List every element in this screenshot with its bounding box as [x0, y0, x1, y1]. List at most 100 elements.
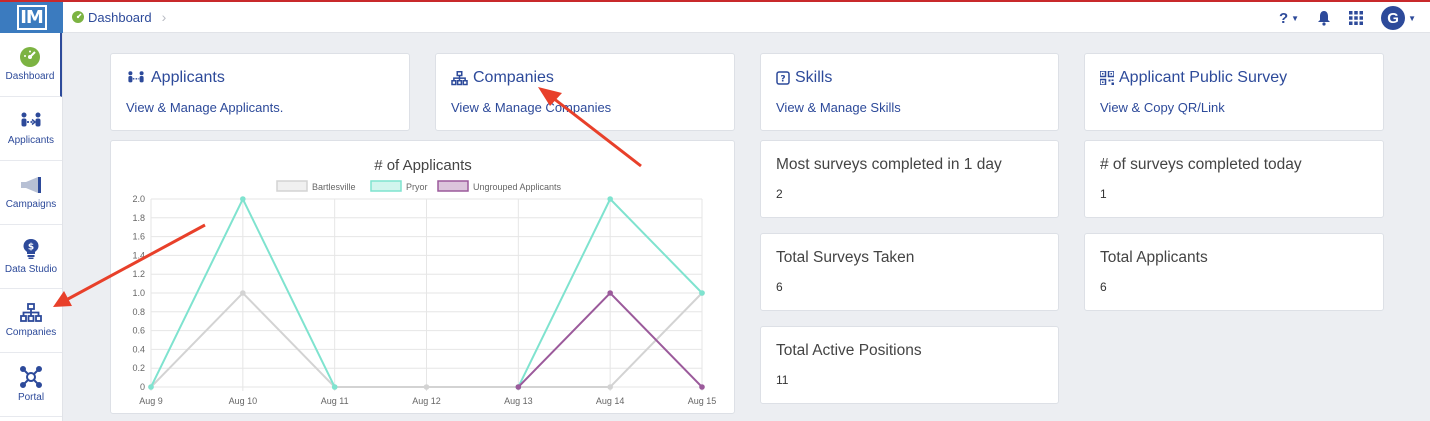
sidebar: Dashboard Applicants Campaigns $ Data St… [0, 33, 63, 421]
y-tick-label: 1.0 [132, 288, 145, 298]
svg-text:$: $ [28, 243, 34, 253]
legend-item[interactable]: Pryor [370, 180, 428, 192]
help-menu-button[interactable]: ? ▼ [1278, 9, 1300, 27]
question-square-icon: ? [776, 71, 790, 85]
sidebar-item-label: Data Studio [4, 264, 58, 275]
companies-card-title: Companies [451, 69, 554, 87]
companies-manage-link[interactable]: View & Manage Companies [451, 100, 612, 115]
surveys-today-card: # of surveys completed today 1 [1084, 140, 1384, 218]
sidebar-item-label: Portal [17, 392, 45, 403]
stat-value: 11 [776, 373, 789, 387]
y-tick-label: 0.8 [132, 307, 145, 317]
x-tick-label: Aug 11 [321, 396, 349, 406]
stat-title: # of surveys completed today [1100, 156, 1302, 173]
legend-label: Pryor [406, 182, 428, 192]
chart-grid [150, 198, 703, 391]
y-tick-label: 1.6 [132, 232, 145, 242]
stat-title: Total Surveys Taken [776, 249, 915, 266]
data-point[interactable] [423, 384, 430, 390]
survey-card[interactable]: Applicant Public Survey View & Copy QR/L… [1084, 53, 1384, 131]
legend-swatch [370, 180, 402, 192]
applicants-icon [128, 71, 144, 83]
chevron-down-icon: ▼ [1408, 13, 1416, 23]
stat-title: Most surveys completed in 1 day [776, 156, 1002, 173]
chevron-right-icon: › [161, 9, 167, 25]
org-chart-icon [451, 70, 468, 85]
skills-card-title: ? Skills [776, 69, 832, 87]
data-point[interactable] [515, 384, 522, 390]
active-positions-card: Total Active Positions 11 [760, 326, 1059, 404]
y-tick-label: 2.0 [132, 194, 145, 204]
user-menu[interactable]: G ▼ [1381, 6, 1416, 30]
top-bar: IM Dashboard › ? ▼ G ▼ [0, 0, 1430, 33]
x-tick-label: Aug 9 [139, 396, 163, 406]
total-applicants-card: Total Applicants 6 [1084, 233, 1384, 311]
sidebar-item-label: Applicants [7, 135, 55, 146]
hub-icon [20, 366, 42, 388]
applicants-card[interactable]: Applicants View & Manage Applicants. [110, 53, 410, 131]
data-point[interactable] [607, 290, 613, 296]
sidebar-item-dashboard[interactable]: Dashboard [0, 33, 62, 97]
legend-swatch [437, 180, 469, 192]
legend-label: Bartlesville [312, 182, 356, 192]
data-point[interactable] [607, 196, 613, 202]
dashboard-gauge-icon [72, 11, 84, 23]
data-point[interactable] [699, 384, 705, 390]
sidebar-item-label: Campaigns [5, 199, 57, 210]
applicants-icon [21, 112, 41, 127]
chart-legend: Bartlesville Pryor Ungrouped Applicants [276, 180, 562, 192]
sidebar-item-campaigns[interactable]: Campaigns [0, 161, 62, 225]
companies-card[interactable]: Companies View & Manage Companies [435, 53, 735, 131]
top-actions: ? ▼ G ▼ [1279, 6, 1416, 30]
sidebar-item-companies[interactable]: Companies [0, 289, 62, 353]
apps-grid-icon[interactable] [1349, 11, 1364, 25]
y-tick-label: 0 [140, 382, 145, 392]
sidebar-item-label: Companies [5, 327, 57, 338]
data-point[interactable] [240, 290, 246, 296]
sidebar-item-label: Dashboard [5, 71, 55, 82]
stat-value: 2 [776, 187, 783, 201]
app-logo[interactable]: IM [0, 2, 63, 33]
applicants-chart-card: # of Applicants Bartlesville Pryor Ungroup… [110, 140, 735, 414]
avatar: G [1381, 6, 1406, 30]
dashboard-gauge-icon [20, 47, 40, 67]
data-point[interactable] [607, 384, 613, 390]
lightbulb-dollar-icon: $ [23, 239, 39, 259]
y-tick-label: 1.8 [132, 213, 145, 223]
x-tick-label: Aug 13 [504, 396, 533, 406]
x-tick-label: Aug 14 [596, 396, 625, 406]
x-tick-label: Aug 15 [688, 396, 717, 406]
y-tick-label: 1.2 [132, 269, 145, 279]
data-point[interactable] [240, 196, 246, 202]
data-point[interactable] [331, 384, 338, 390]
qr-code-icon [1100, 71, 1114, 85]
skills-manage-link[interactable]: View & Manage Skills [776, 100, 901, 115]
legend-swatch [276, 180, 308, 192]
chart-title: # of Applicants [374, 157, 472, 174]
stat-title: Total Active Positions [776, 342, 922, 359]
skills-card[interactable]: ? Skills View & Manage Skills [760, 53, 1059, 131]
survey-card-title: Applicant Public Survey [1100, 69, 1287, 87]
applicants-manage-link[interactable]: View & Manage Applicants. [126, 100, 284, 115]
applicants-line-chart: # of Applicants Bartlesville Pryor Ungroup… [132, 157, 717, 406]
legend-item[interactable]: Ungrouped Applicants [437, 180, 562, 192]
megaphone-icon [21, 177, 41, 193]
y-tick-label: 1.4 [132, 250, 145, 260]
chart-series [148, 196, 705, 390]
y-tick-label: 0.2 [132, 363, 145, 373]
y-tick-label: 0.6 [132, 326, 145, 336]
sidebar-item-applicants[interactable]: Applicants [0, 97, 62, 161]
bell-icon[interactable] [1317, 10, 1331, 26]
sidebar-item-portal[interactable]: Portal [0, 353, 62, 417]
y-tick-label: 0.4 [132, 344, 145, 354]
breadcrumb-dashboard-link[interactable]: Dashboard [88, 9, 152, 25]
legend-item[interactable]: Bartlesville [276, 180, 356, 192]
breadcrumb: Dashboard › [72, 9, 166, 25]
applicants-card-title: Applicants [126, 69, 225, 87]
org-chart-icon [20, 303, 42, 322]
data-point[interactable] [148, 384, 154, 390]
sidebar-item-data-studio[interactable]: $ Data Studio [0, 225, 62, 289]
data-point[interactable] [699, 290, 705, 296]
stat-value: 1 [1100, 187, 1107, 201]
survey-copy-link[interactable]: View & Copy QR/Link [1100, 100, 1225, 115]
